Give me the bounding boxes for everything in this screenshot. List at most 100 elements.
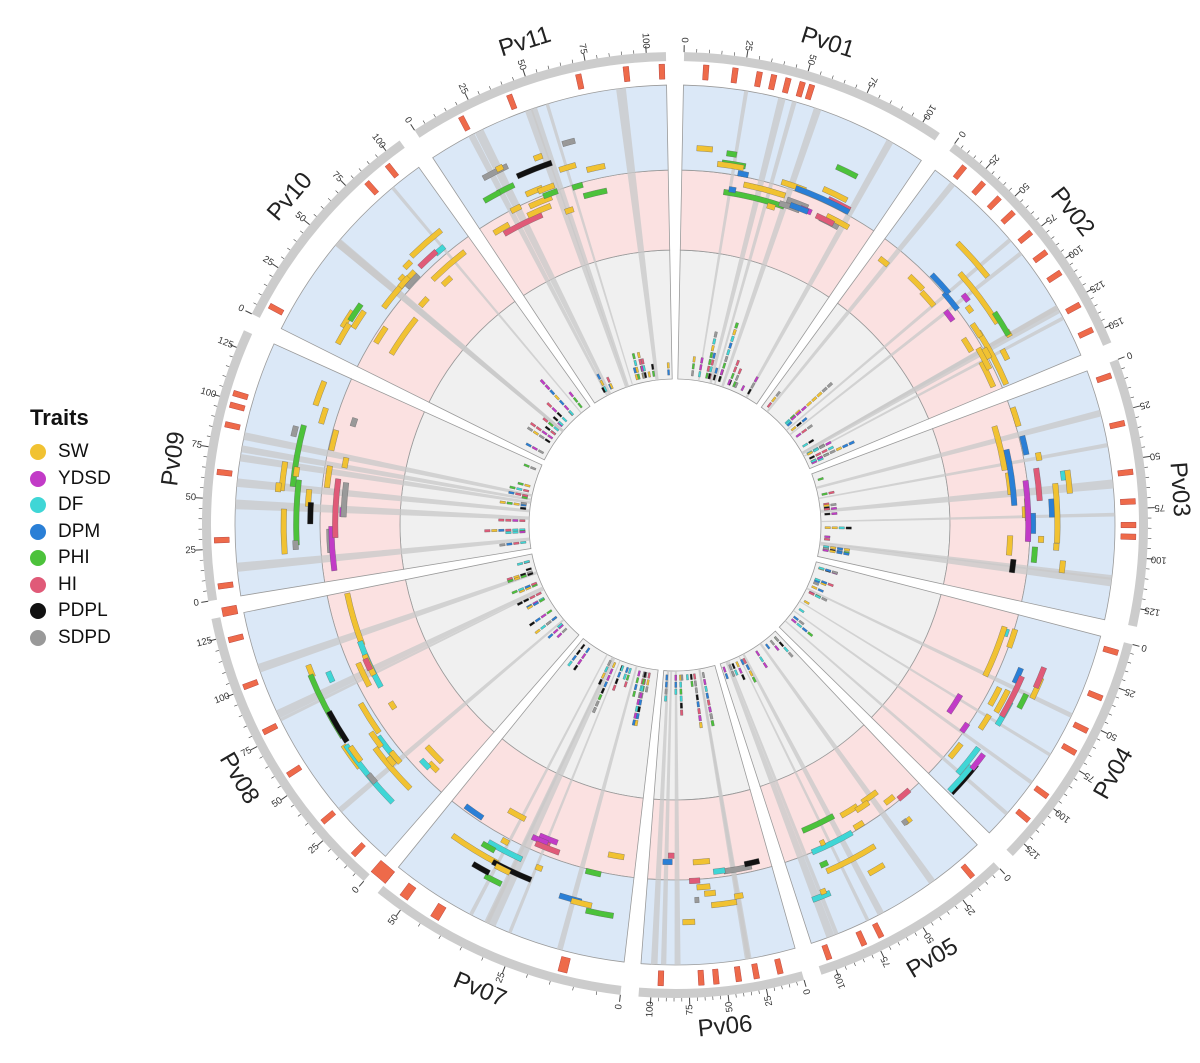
region-marker-pv07 (430, 902, 447, 921)
inner-trait-mark (491, 529, 498, 533)
inner-trait-mark (636, 373, 641, 380)
inner-trait-mark (611, 661, 617, 669)
inner-trait-mark (524, 483, 531, 488)
trait-interval-mark (347, 302, 364, 323)
legend-swatch-sdpd (30, 629, 46, 646)
ideogram-pv10 (251, 140, 405, 318)
inner-trait-mark (664, 695, 668, 702)
legend-item-df: DF (30, 492, 111, 519)
inner-trait-mark (692, 356, 696, 363)
tick-label-pv03: 100 (1150, 553, 1167, 565)
minor-tick (208, 425, 213, 427)
minor-tick (1069, 786, 1073, 789)
inner-trait-mark (796, 622, 803, 629)
tick-label-pv01: 50 (805, 53, 819, 66)
inner-trait-mark (751, 676, 757, 683)
inner-trait-mark (513, 576, 521, 581)
inner-trait-mark (773, 636, 780, 642)
trait-interval-mark (1003, 448, 1018, 506)
inner-trait-mark (750, 382, 756, 389)
region-marker-pv05 (960, 863, 976, 880)
inner-trait-mark (507, 578, 514, 584)
trait-interval-mark (570, 897, 593, 909)
minor-tick (1090, 297, 1094, 300)
inner-trait-mark (741, 673, 746, 681)
trait-interval-mark (943, 309, 956, 323)
inner-trait-mark (674, 674, 677, 681)
trait-interval-mark (418, 296, 430, 309)
tick-label-pv06: 0 (801, 988, 813, 996)
inner-trait-mark (553, 426, 560, 432)
trait-interval-mark (867, 862, 886, 877)
minor-tick (991, 171, 995, 175)
trait-interval-mark (532, 152, 544, 162)
inner-trait-mark (775, 390, 781, 397)
inner-trait-mark (575, 649, 582, 656)
minor-tick (418, 923, 421, 927)
trait-interval-mark (810, 830, 854, 856)
inner-trait-mark (511, 589, 518, 595)
trait-interval-mark (814, 212, 835, 227)
tick-label-pv08: 100 (213, 690, 232, 706)
tick-label-pv07: 50 (386, 912, 401, 927)
major-tick (1053, 808, 1060, 814)
inner-trait-mark (505, 528, 512, 532)
minor-tick (1063, 793, 1068, 797)
tick-label-pv02: 75 (1043, 211, 1058, 226)
trait-interval-mark (585, 163, 606, 173)
inner-trait-mark (635, 366, 639, 373)
minor-tick (335, 190, 339, 194)
region-marker-pv02 (1000, 209, 1016, 225)
trait-interval-mark (1058, 560, 1066, 574)
major-tick (954, 137, 960, 144)
trait-interval-mark (696, 145, 713, 153)
inner-trait-mark (606, 376, 611, 383)
link-pv04 (784, 620, 1009, 816)
region-marker-pv03 (1117, 468, 1134, 477)
trait-interval-mark (987, 686, 1003, 707)
trait-interval-mark (355, 661, 372, 688)
inner-trait-mark (652, 370, 656, 377)
trait-interval-mark (482, 189, 502, 204)
region-marker-pv08 (320, 810, 337, 825)
inner-trait-mark (712, 352, 717, 359)
legend-swatch-phi (30, 550, 46, 567)
inner-trait-mark (520, 501, 527, 505)
trait-interval-mark (1009, 406, 1022, 428)
inner-trait-mark (722, 666, 727, 673)
legend-label-sdpd: SDPD (58, 626, 111, 648)
inner-trait-mark (690, 680, 694, 687)
minor-tick (358, 168, 362, 172)
minor-tick (1088, 754, 1092, 757)
minor-tick (1060, 249, 1064, 252)
major-tick (340, 180, 347, 186)
tick-label-pv02: 125 (1088, 277, 1107, 294)
inner-trait-mark (599, 379, 605, 387)
region-marker-pv08 (221, 604, 239, 617)
trait-interval-mark (977, 713, 992, 731)
link-pv09 (239, 453, 531, 504)
region-marker-pv09 (229, 401, 246, 412)
minor-tick (889, 946, 892, 950)
inner-trait-mark (812, 447, 820, 453)
inner-trait-mark (637, 670, 641, 677)
region-marker-pv01 (730, 67, 739, 84)
inner-trait-mark (498, 528, 505, 532)
inner-trait-mark (701, 672, 706, 679)
inner-trait-mark (651, 363, 655, 370)
region-marker-pv01 (804, 83, 816, 101)
trait-interval-mark (372, 746, 413, 791)
major-tick (727, 994, 730, 1003)
tick-label-pv09: 50 (185, 492, 196, 504)
inner-trait-mark (523, 488, 530, 493)
minor-tick (222, 672, 226, 674)
inner-trait-mark (640, 685, 644, 692)
trait-interval-mark (528, 194, 553, 210)
inner-trait-mark (814, 594, 821, 600)
inner-trait-mark (631, 353, 636, 360)
minor-tick (287, 247, 291, 251)
legend-label-hi: HI (58, 573, 77, 595)
major-tick (271, 263, 279, 269)
minor-tick (312, 831, 316, 835)
inner-trait-mark (525, 567, 532, 572)
